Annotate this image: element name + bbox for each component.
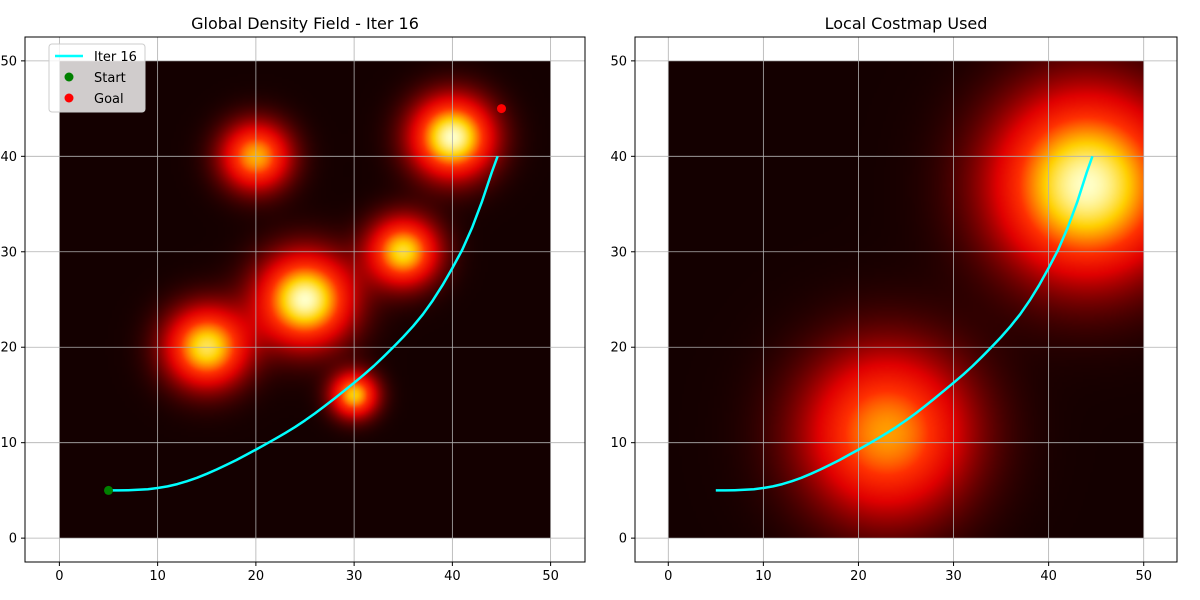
legend-marker-swatch [64,72,74,82]
legend-marker-swatch [64,93,74,103]
global-density-panel: Global Density Field - Iter 16 0 10 20 30 40… [0,14,586,584]
global-goal-point [496,104,506,114]
legend-box [48,43,146,113]
global-start-point [104,485,114,495]
global-ytick-label: 10 [0,436,17,451]
global-xtick-label: 50 [542,569,559,584]
local-density-heatmap [668,60,1144,539]
local-ytick-label: 50 [610,54,627,69]
local-costmap-title: Local Costmap Used [825,14,988,33]
local-xtick-label: 10 [755,569,772,584]
local-xtick-label: 20 [850,569,867,584]
global-density-heatmap [59,60,551,539]
global-path-line [108,155,499,492]
global-density-title: Global Density Field - Iter 16 [191,14,419,33]
global-ytick-label: 0 [9,532,17,547]
global-ytick-label: 20 [0,341,17,356]
local-ytick-label: 0 [619,532,627,547]
global-xtick-label: 10 [149,569,166,584]
local-axes-frame [634,36,1178,563]
global-xtick-label: 20 [248,569,265,584]
global-ytick-label: 40 [0,150,17,165]
local-ytick-label: 40 [610,150,627,165]
local-ytick-label: 30 [610,245,627,260]
global-ytick-label: 30 [0,245,17,260]
global-xtick-label: 30 [346,569,363,584]
local-costmap-panel: Local Costmap Used 0 10 20 30 40 50 0 10 20 30 40 5… [610,14,1178,584]
local-xtick-label: 40 [1040,569,1057,584]
local-xtick-label: 50 [1135,569,1152,584]
global-xtick-label: 0 [55,569,63,584]
global-ytick-label: 50 [0,54,17,69]
legend-label: Goal [94,92,124,107]
local-path-line [715,155,1094,492]
global-axes-frame [24,36,586,563]
global-xtick-label: 40 [444,569,461,584]
legend-label: Start [94,71,126,86]
local-ytick-label: 20 [610,341,627,356]
legend-label: Iter 16 [94,50,137,65]
local-xtick-label: 0 [664,569,672,584]
global-legend: Iter 16 Start Goal [48,43,146,113]
local-ytick-label: 10 [610,436,627,451]
local-xtick-label: 30 [945,569,962,584]
